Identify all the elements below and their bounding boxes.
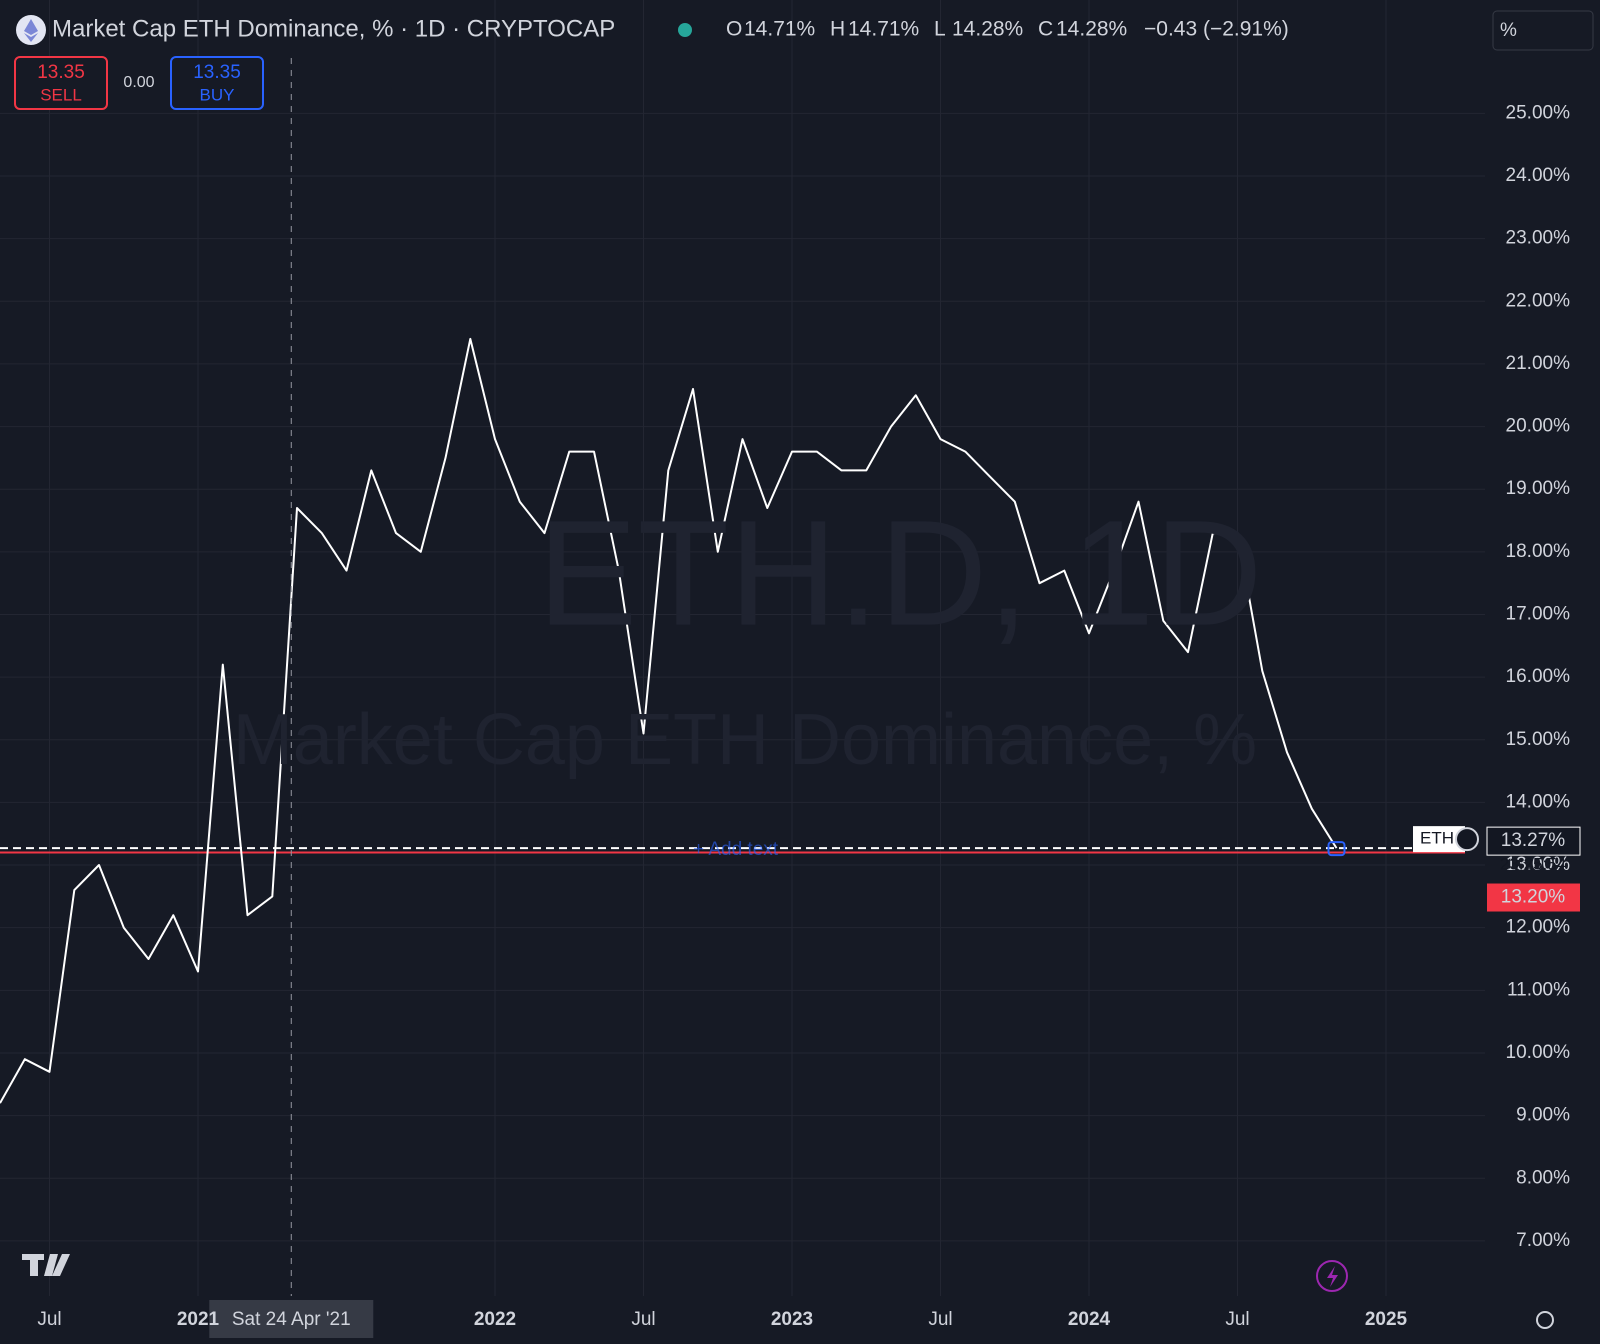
x-tick-label: 2022 xyxy=(474,1309,516,1330)
y-tick-label: 21.00% xyxy=(1506,353,1571,374)
plot xyxy=(0,0,1485,1296)
watermark: ETH.D, 1D xyxy=(537,489,1262,657)
x-tick-label: 2024 xyxy=(1068,1309,1111,1330)
x-tick-label: 2025 xyxy=(1365,1309,1408,1330)
y-tick-label: 18.00% xyxy=(1506,541,1571,562)
x-tick-label: 2023 xyxy=(771,1309,813,1330)
y-tick-label: 10.00% xyxy=(1506,1042,1571,1063)
price-label: 13.27% xyxy=(1501,830,1566,851)
y-tick-label: 7.00% xyxy=(1516,1230,1570,1251)
y-tick-label: 9.00% xyxy=(1516,1105,1570,1126)
spread: 0.00 xyxy=(123,74,154,91)
y-tick-label: 25.00% xyxy=(1506,102,1571,123)
title: Market Cap ETH Dominance, % · 1D · CRYPT… xyxy=(52,15,615,42)
ohlc-value: 14.28% xyxy=(952,18,1023,41)
y-tick-label: 19.00% xyxy=(1506,478,1571,499)
watermark: Market Cap ETH Dominance, % xyxy=(233,700,1257,780)
ohlc-key: H xyxy=(830,18,845,41)
y-tick-label: 12.00% xyxy=(1506,917,1571,938)
ohlc-key: O xyxy=(726,18,742,41)
x-tick-label: Jul xyxy=(928,1309,952,1330)
ohlc-value: 14.71% xyxy=(848,18,919,41)
change: −0.43 (−2.91%) xyxy=(1144,18,1289,41)
crosshair-label: Sat 24 Apr '21 xyxy=(232,1309,351,1330)
settings-button[interactable] xyxy=(1536,1311,1554,1329)
y-tick-label: 22.00% xyxy=(1506,290,1571,311)
data-line xyxy=(0,337,1338,1104)
buy-button[interactable] xyxy=(170,56,264,110)
sell-price: 13.35 xyxy=(37,62,85,83)
ohlc-value: 14.28% xyxy=(1056,18,1127,41)
y-tick-label: 8.00% xyxy=(1516,1167,1570,1188)
sell-button[interactable] xyxy=(14,56,108,110)
y-tick-label: 17.00% xyxy=(1506,604,1571,625)
add-button[interactable] xyxy=(1455,827,1479,852)
buy-price: 13.35 xyxy=(193,62,241,83)
y-tick-label: 13.00% xyxy=(1506,854,1571,875)
price-label-box xyxy=(1487,883,1580,912)
x-tick-label: Jul xyxy=(37,1309,61,1330)
sell-label: SELL xyxy=(40,85,82,104)
price-label: 13.20% xyxy=(1501,887,1566,908)
price-label-box xyxy=(1486,826,1581,856)
countdown: 23:25:54 xyxy=(1500,855,1566,874)
ohlc-value: 14.71% xyxy=(744,18,815,41)
overlay: Sat 24 Apr '21 xyxy=(209,58,374,1338)
tag: ETH xyxy=(1420,829,1454,848)
y-tick-label: 23.00% xyxy=(1506,228,1571,249)
y-tick-label: 14.00% xyxy=(1506,791,1571,812)
ohlc: O 14.71% H 14.71% L 14.28% C 14.28% xyxy=(726,18,1127,41)
ohlc-key: L xyxy=(934,18,946,41)
buy-label: BUY xyxy=(200,85,235,104)
y-tick-label: 15.00% xyxy=(1506,729,1571,750)
ohlc-key: C xyxy=(1038,18,1053,41)
y-tick-label: 16.00% xyxy=(1506,666,1571,687)
status-dot xyxy=(678,23,692,37)
x-tick-label: 2021 xyxy=(177,1309,220,1330)
y-tick-label: 24.00% xyxy=(1506,165,1571,186)
lightning-icon xyxy=(1327,1266,1338,1287)
lightning-button[interactable] xyxy=(1316,1260,1348,1292)
tv-logo xyxy=(22,1254,70,1276)
x-tick-label: Jul xyxy=(631,1309,655,1330)
annotation: + Add text xyxy=(693,839,779,860)
logo-icon xyxy=(24,19,38,42)
y-tick-label: 20.00% xyxy=(1506,416,1571,437)
y-tick-label: 11.00% xyxy=(1507,979,1570,1000)
unit-box[interactable] xyxy=(1492,10,1594,51)
unit-label: % xyxy=(1500,20,1517,41)
crosshair-label-box xyxy=(209,1300,374,1338)
x-tick-label: Jul xyxy=(1225,1309,1249,1330)
last-point xyxy=(1327,841,1346,857)
